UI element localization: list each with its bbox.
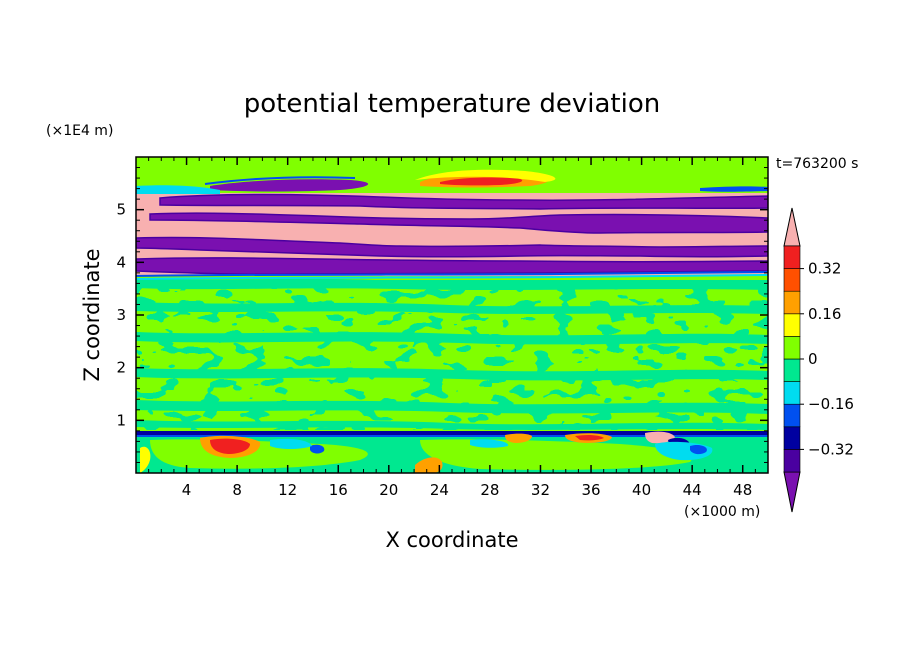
- colorbar-swatch: [783, 290, 801, 315]
- x-tick-label: 16: [329, 481, 348, 499]
- colorbar-label: 0: [808, 350, 818, 368]
- colorbar-swatch: [783, 336, 801, 360]
- cold-layer-2: [149, 212, 768, 234]
- surface-yellow-1: [140, 446, 151, 473]
- y-tick-label: 2: [116, 359, 126, 377]
- colorbar-swatch: [783, 381, 801, 405]
- warm-cell-2: [505, 433, 532, 443]
- colorbar-max-triangle: [783, 207, 801, 247]
- top-warm-yellow: [415, 169, 556, 182]
- x-tick-label: 28: [480, 481, 499, 499]
- upper-edge-green: [136, 280, 768, 284]
- colorbar-label: 0.16: [808, 305, 841, 323]
- inversion-line: [136, 431, 768, 435]
- x-tick-label: 12: [278, 481, 297, 499]
- x-unit-label: (×1000 m): [684, 504, 760, 520]
- top-cyan-patch: [136, 185, 220, 194]
- colorbar-swatch: [783, 449, 801, 473]
- warm-cell-1-core: [210, 438, 250, 454]
- colorbar-label: −0.16: [808, 395, 854, 413]
- x-tick-label: 48: [733, 481, 752, 499]
- warm-cell-4: [645, 431, 675, 444]
- y-axis-title: Z coordinate: [80, 248, 104, 381]
- x-tick-label: 44: [683, 481, 702, 499]
- surface-cyan-1: [270, 438, 312, 449]
- colorbar-min-triangle: [783, 471, 801, 513]
- inversion-line-edge: [136, 435, 768, 437]
- colorbar-swatch: [783, 426, 801, 450]
- cold-cell-4: [690, 444, 707, 455]
- colorbar-swatch: [783, 245, 801, 269]
- mid-band-3: [136, 332, 768, 345]
- top-warm-core: [440, 177, 523, 186]
- mid-band-2: [136, 302, 768, 314]
- x-tick-label: 8: [232, 481, 242, 499]
- y-tick-label: 4: [116, 253, 126, 271]
- upper-cyan-edge: [136, 274, 768, 280]
- x-tick-label: 20: [379, 481, 398, 499]
- x-axis-title: X coordinate: [385, 528, 518, 552]
- x-tick-label: 40: [632, 481, 651, 499]
- time-label: t=763200 s: [776, 156, 858, 172]
- top-right-cold: [700, 186, 768, 192]
- top-cold-filament-edge: [204, 176, 356, 185]
- x-tick-label: 24: [430, 481, 449, 499]
- contour-field: [136, 157, 768, 473]
- x-tick-label: 4: [182, 481, 192, 499]
- surface-warm-1: [415, 457, 443, 473]
- y-unit-label: (×1E4 m): [46, 123, 113, 139]
- x-axis: 4 8 12 16 20 24 28 32 36 40 44 48: [148, 157, 756, 499]
- colorbar-label: 0.32: [808, 260, 841, 278]
- y-tick-label: 3: [116, 306, 126, 324]
- mid-band-5: [136, 400, 768, 414]
- colorbar-swatch: [783, 403, 801, 428]
- surface-cyan-2: [470, 439, 509, 448]
- y-tick-label: 5: [116, 201, 126, 219]
- colorbar-swatch: [783, 358, 801, 382]
- x-tick-label: 32: [531, 481, 550, 499]
- colorbar-label: −0.32: [808, 440, 854, 458]
- colorbar-swatch: [783, 268, 801, 292]
- mid-band-4: [136, 368, 768, 381]
- top-cold-filament: [210, 179, 369, 192]
- cold-cell-1: [310, 444, 325, 454]
- y-tick-label: 1: [116, 411, 126, 429]
- colorbar: 0.32 0.16 0 −0.16 −0.32: [783, 207, 854, 513]
- upper-blue-edge: [136, 271, 768, 277]
- mid-band-6: [136, 420, 768, 430]
- warm-cell-3-core: [575, 434, 604, 441]
- chart-title: potential temperature deviation: [244, 89, 660, 119]
- x-tick-label: 36: [581, 481, 600, 499]
- colorbar-swatch: [783, 313, 801, 337]
- y-axis: 1 2 3 4 5: [116, 167, 768, 463]
